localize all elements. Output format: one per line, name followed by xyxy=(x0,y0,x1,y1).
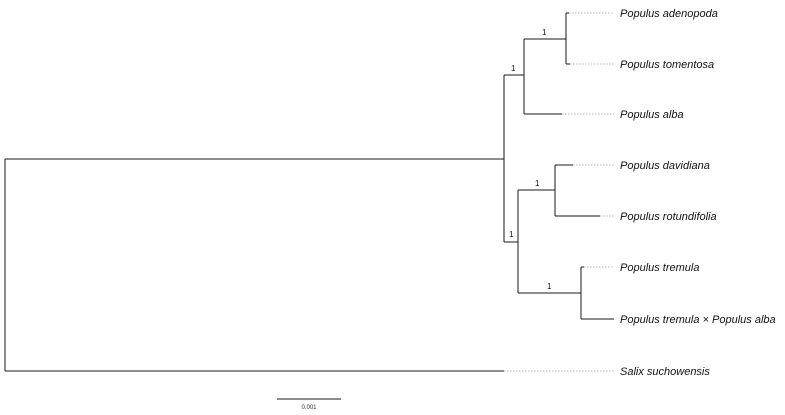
support-value-tremula: 1 xyxy=(547,282,552,291)
scale-bar: 0.001 xyxy=(277,398,341,411)
support-value-alba-clade: 1 xyxy=(511,64,516,73)
tree-branches xyxy=(4,12,614,372)
tip-label-populus-tremula-x-alba: Populus tremula × Populus alba xyxy=(620,314,776,326)
support-labels: 1 1 1 1 1 xyxy=(509,28,552,291)
tip-label-populus-davidiana: Populus davidiana xyxy=(620,160,710,172)
tip-label-populus-adenopoda: Populus adenopoda xyxy=(620,8,718,20)
support-value-aspen-clade: 1 xyxy=(509,230,514,239)
tip-guide-lines xyxy=(504,12,614,372)
tip-labels: Populus adenopoda Populus tomentosa Popu… xyxy=(620,8,776,378)
tip-label-populus-tremula: Populus tremula xyxy=(620,262,700,274)
tip-label-populus-tomentosa: Populus tomentosa xyxy=(620,59,714,71)
support-value-davidiana-rotundifolia: 1 xyxy=(535,179,540,188)
support-value-adenopoda-tomentosa: 1 xyxy=(542,28,547,37)
scale-bar-label: 0.001 xyxy=(301,405,317,411)
tip-label-salix-suchowensis: Salix suchowensis xyxy=(620,366,710,378)
tip-label-populus-rotundifolia: Populus rotundifolia xyxy=(620,211,717,223)
tip-label-populus-alba: Populus alba xyxy=(620,109,684,121)
